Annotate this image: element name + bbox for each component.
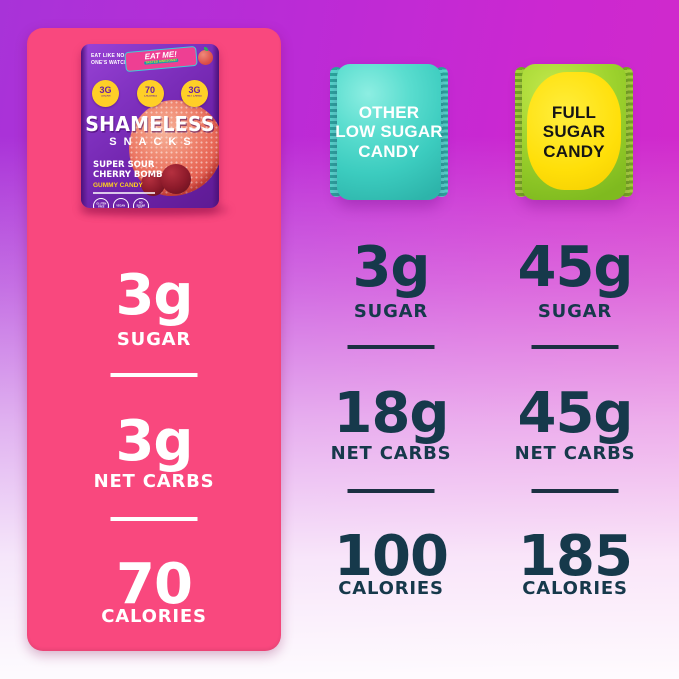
pill-sugar: 3G SUGAR [92,80,119,107]
divider [347,345,435,349]
other-net-carbs-value: 18g [333,381,449,446]
full-net-carbs-value: 45g [517,381,633,446]
shameless-bag-image: EAT LIKE NO ONE'S WATCHING. EAT ME! TAST… [81,44,219,208]
bag-tagline: EAT LIKE NO ONE'S WATCHING. [91,53,139,67]
pill-net-carbs-label: NET CARBS [187,95,202,98]
full-calories-label: CALORIES [522,578,628,599]
other-sugar-label: SUGAR [353,301,429,322]
candy-type-label: GUMMY CANDY [93,182,143,189]
bag-nutrition-pills: 3G SUGAR 70 CALORIES 3G NET CARBS [92,80,208,107]
other-calories-label: CALORIES [338,578,444,599]
divider [347,489,435,493]
full-sugar-label: SUGAR [537,301,613,322]
stats-column-other-low-sugar: 3g SUGAR 18g NET CARBS 100 CALORIES [301,240,481,612]
shameless-sugar-label: SUGAR [116,329,192,350]
flavor-name: SUPER SOUR CHERRY BOMB [93,160,163,180]
shameless-net-carbs-label: NET CARBS [93,471,215,492]
fine-print-line [93,192,155,194]
divider [110,517,198,521]
pill-calories-label: CALORIES [143,95,157,98]
shameless-net-carbs-value: 3g [115,409,193,474]
pill-net-carbs-value: 3G [188,85,201,95]
full-sugar-value: 45g [517,235,633,300]
flavor-line1: SUPER SOUR [93,160,155,170]
flavor-line2: CHERRY BOMB [93,170,163,181]
divider [531,489,619,493]
shameless-panel: EAT LIKE NO ONE'S WATCHING. EAT ME! TAST… [27,28,281,651]
pill-calories-value: 70 [144,85,155,95]
bag-body [337,64,441,200]
shameless-calories-label: CALORIES [101,606,207,627]
full-candy-bag-label: FULL SUGAR CANDY [542,102,606,161]
eat-me-bubble: EAT ME! TASTES AWESOME! [124,45,198,73]
bag-badges: GLUTEN FREE VEGAN NO SUGAR ALC. [93,198,149,208]
divider [531,345,619,349]
other-candy-bag-label: OTHER LOW SUGAR CANDY [335,102,443,161]
bag-tagline-line1: EAT LIKE NO [91,53,125,59]
bag-body [522,64,626,200]
badge-no-sugar-alcohol: NO SUGAR ALC. [133,198,149,208]
brand-snacks: SNACKS [109,136,198,148]
full-calories-value: 185 [518,524,633,589]
other-calories-value: 100 [334,524,449,589]
pill-sugar-value: 3G [99,85,112,95]
other-sugar-value: 3g [352,235,430,300]
cherry-bomb-mascot-icon [198,47,213,65]
shameless-calories-value: 70 [116,552,193,617]
bag-tagline-line2: ONE'S WATCHING. [91,59,139,66]
badge-gluten-free: GLUTEN FREE [93,198,109,208]
other-candy-bag-image: OTHER LOW SUGAR CANDY [330,64,448,200]
badge-vegan: VEGAN [113,198,129,208]
other-net-carbs-label: NET CARBS [330,443,452,464]
brand-shameless: SHAMELESS [85,112,215,136]
shameless-sugar-value: 3g [115,263,193,328]
full-net-carbs-label: NET CARBS [514,443,636,464]
pill-sugar-label: SUGAR [100,95,111,98]
cherry-right [161,164,191,194]
divider [110,373,198,377]
pill-calories: 70 CALORIES [136,80,164,107]
stats-column-shameless: 3g SUGAR 3g NET CARBS 70 CALORIES [64,268,244,640]
stats-column-full-sugar: 45g SUGAR 45g NET CARBS 185 CALORIES [485,240,665,612]
pill-net-carbs: 3G NET CARBS [181,80,208,107]
full-candy-bag-image: FULL SUGAR CANDY [515,64,633,200]
